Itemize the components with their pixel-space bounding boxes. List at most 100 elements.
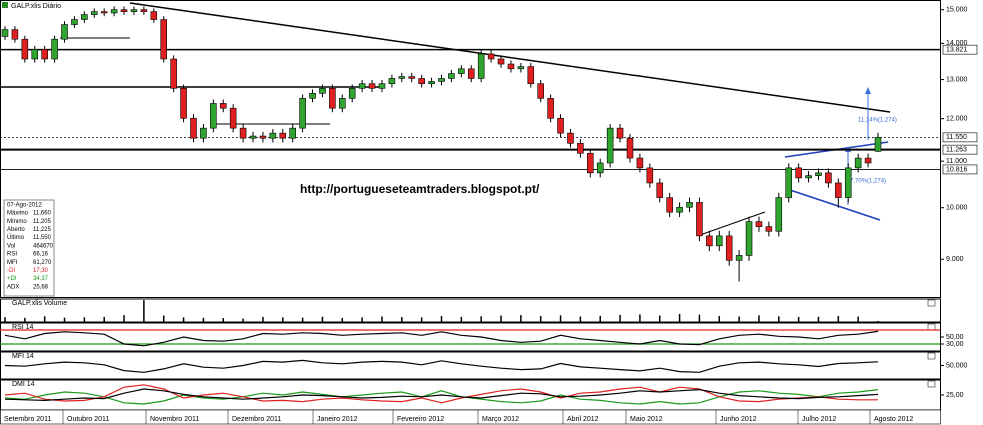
candle-body	[368, 83, 376, 89]
candle-body	[825, 172, 832, 184]
candle-body	[51, 38, 58, 60]
info-label: Máximo	[7, 211, 29, 217]
y-tick-label: 10.000	[946, 205, 968, 212]
candle-body	[775, 197, 783, 232]
indicator-line	[4, 359, 879, 373]
month-label: Outubro 2011	[67, 416, 109, 423]
level-label: 13.821	[946, 47, 968, 54]
candle-body	[448, 73, 455, 79]
candle-body	[606, 127, 614, 164]
candle-body	[239, 127, 247, 139]
wedge-line	[789, 189, 881, 221]
candle-body	[557, 117, 564, 134]
y-tick-label: 9.000	[946, 256, 964, 263]
y-tick-label: 30,00	[946, 341, 964, 348]
candle-body	[428, 81, 435, 85]
info-date: 07-Ago-2012	[7, 203, 42, 209]
candle-body	[170, 58, 177, 89]
candle-body	[299, 98, 306, 129]
month-label: Julho 2012	[802, 416, 836, 423]
info-label: MFI	[7, 260, 18, 266]
info-value: 11,660	[33, 211, 52, 217]
panel-title: RSI 14	[12, 324, 34, 331]
candle-body	[626, 137, 634, 159]
trend-line	[129, 2, 891, 113]
month-label: Maio 2012	[630, 416, 663, 423]
candle-body	[646, 167, 654, 184]
candle-body	[636, 157, 644, 169]
candle-body	[438, 78, 445, 82]
candle-body	[269, 132, 277, 139]
candle-body	[348, 87, 356, 99]
info-value: 34,37	[33, 276, 49, 282]
candle-body	[765, 226, 773, 232]
candle-body	[507, 63, 515, 70]
candle-body	[587, 152, 594, 174]
candle-body	[71, 19, 78, 25]
info-value: 61,270	[33, 260, 52, 266]
info-label: Mínimo	[7, 219, 27, 225]
candle-body	[249, 135, 257, 139]
month-label: Agosto 2012	[874, 416, 913, 423]
candle-body	[229, 107, 237, 129]
panel-button	[927, 299, 936, 307]
candle-body	[458, 68, 465, 74]
icon	[2, 2, 8, 8]
candle-body	[596, 162, 604, 174]
candle-body	[715, 235, 723, 247]
candle-body	[844, 167, 852, 198]
y-tick-label: 50,00	[946, 334, 964, 341]
candle-body	[21, 38, 29, 60]
candle-body	[378, 83, 386, 89]
candle-body	[100, 11, 108, 14]
info-label: -DI	[7, 268, 15, 274]
candle-body	[398, 76, 406, 79]
candle-body	[210, 103, 217, 129]
candle-body	[467, 68, 475, 79]
y-tick-label: 25,00	[946, 392, 964, 399]
candle-body	[319, 87, 326, 94]
y-tick-label: 14.000	[946, 40, 968, 47]
info-label: Aberto	[7, 227, 25, 233]
candle-body	[666, 197, 673, 213]
chart-title: GALP.xlis Diário	[11, 3, 61, 10]
candle-body	[130, 9, 138, 12]
info-label: ADX	[7, 284, 19, 290]
level-box	[942, 164, 978, 175]
info-label: RSI	[7, 252, 17, 258]
candle-body	[41, 49, 48, 60]
sub-panel	[0, 298, 941, 323]
indicator-line	[4, 389, 879, 405]
y-tick-label: 11.000	[946, 158, 967, 165]
channel-line	[699, 211, 766, 236]
level-label: 11.550	[946, 134, 967, 141]
month-label: Novembro 2011	[150, 416, 199, 423]
candle-body	[725, 235, 733, 261]
candle-body	[279, 132, 287, 139]
month-label: Janeiro 2012	[317, 416, 358, 423]
candle-body	[190, 117, 197, 139]
candle-body	[110, 9, 118, 14]
candle-body	[686, 202, 693, 208]
arrow-head	[865, 87, 871, 94]
info-value: 11,550	[33, 235, 52, 241]
candle-body	[497, 58, 505, 65]
panel-button	[927, 352, 936, 360]
info-value: 464670	[33, 243, 54, 249]
candle-body	[329, 87, 336, 109]
info-value: 11,225	[33, 227, 52, 233]
candle-body	[567, 132, 574, 144]
candle-body	[259, 135, 267, 139]
panel-title: MFI 14	[12, 353, 34, 360]
candle-body	[61, 24, 68, 40]
candle-body	[547, 98, 554, 119]
y-tick-label: 12.000	[946, 116, 968, 123]
level-label: 11.263	[946, 146, 967, 153]
panel-button	[927, 323, 936, 331]
info-value: 25,68	[33, 284, 49, 290]
info-value: 66,16	[33, 252, 49, 258]
candle-body	[676, 206, 683, 213]
candle-body	[388, 78, 396, 85]
candle-body	[289, 127, 296, 139]
